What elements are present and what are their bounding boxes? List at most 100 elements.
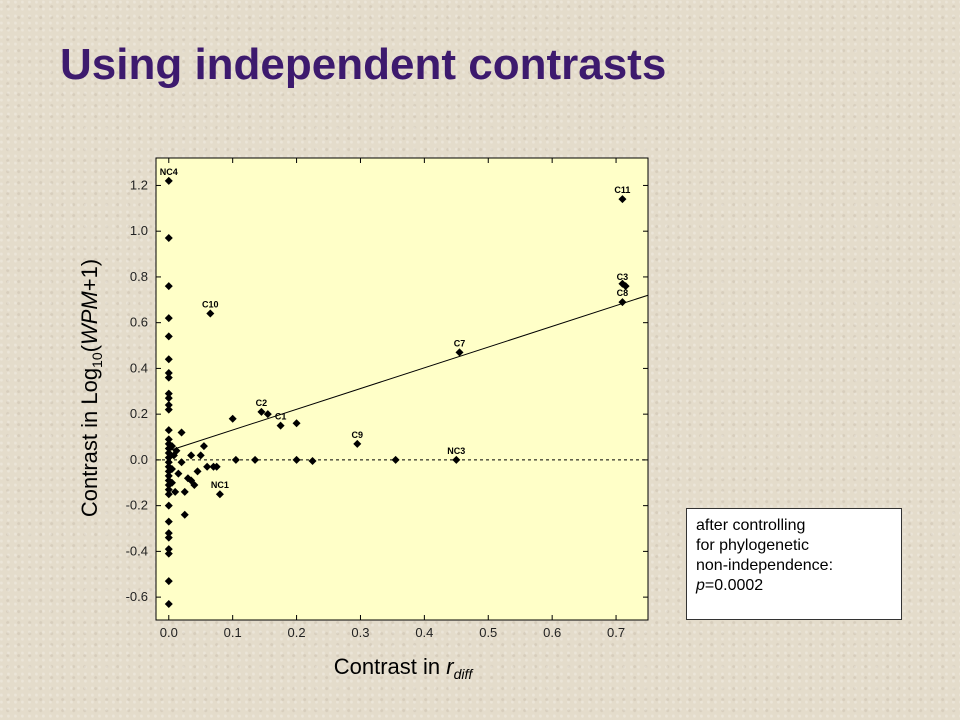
data-point (164, 529, 173, 538)
plot-area (156, 158, 648, 620)
data-point (164, 234, 173, 243)
y-tick-label: -0.4 (126, 543, 148, 558)
y-tick-label: -0.6 (126, 589, 148, 604)
y-axis-title-var: WPM (77, 291, 102, 345)
data-point (164, 577, 173, 586)
data-point (164, 458, 173, 467)
y-tick-label: 0.6 (130, 315, 148, 330)
data-point (164, 501, 173, 510)
data-point (164, 282, 173, 291)
data-point (196, 451, 205, 460)
data-point (177, 458, 186, 467)
x-tick-label: 0.4 (415, 625, 433, 640)
x-tick-label: 0.2 (288, 625, 306, 640)
data-points (164, 176, 630, 608)
data-point (452, 455, 461, 464)
x-axis-title: Contrast in rdiff (334, 654, 475, 682)
y-tick-label: 0.4 (130, 360, 148, 375)
x-axis-ticks: 0.0 0.1 0.2 0.3 0.4 0.5 0.6 0.7 (160, 158, 625, 640)
x-tick-label: 0.7 (607, 625, 625, 640)
point-label-c2: C2 (256, 398, 268, 408)
data-point (621, 282, 630, 291)
data-point (174, 469, 183, 478)
data-point (164, 471, 173, 480)
data-point (212, 462, 221, 471)
x-axis-title-prefix: Contrast in (334, 654, 447, 679)
data-point (167, 465, 176, 474)
point-label-c3: C3 (617, 272, 629, 282)
y-tick-label: 1.2 (130, 177, 148, 192)
data-point (231, 455, 240, 464)
data-point (455, 348, 464, 357)
x-tick-label: 0.5 (479, 625, 497, 640)
data-point (164, 549, 173, 558)
y-tick-label: 0.8 (130, 269, 148, 284)
data-point (164, 490, 173, 499)
data-point (164, 368, 173, 377)
data-point (167, 478, 176, 487)
y-tick-label: 0.0 (130, 452, 148, 467)
data-point (164, 332, 173, 341)
data-point (164, 389, 173, 398)
data-point (187, 451, 196, 460)
data-point (203, 462, 212, 471)
y-axis-title-suffix: +1) (77, 259, 102, 291)
data-point (193, 467, 202, 476)
x-tick-label: 0.1 (224, 625, 242, 640)
point-label-c1: C1 (275, 412, 287, 422)
y-tick-label: 1.0 (130, 223, 148, 238)
p-symbol: p (696, 577, 705, 594)
data-point (164, 176, 173, 185)
y-tick-label: -0.2 (126, 498, 148, 513)
data-point (164, 314, 173, 323)
data-point (164, 435, 173, 444)
data-point (308, 457, 317, 466)
point-label-c10: C10 (202, 300, 219, 310)
data-point (180, 510, 189, 519)
data-point (206, 309, 215, 318)
data-point (215, 490, 224, 499)
data-point (164, 599, 173, 608)
data-point (257, 407, 266, 416)
data-point (618, 195, 627, 204)
data-point (164, 405, 173, 414)
point-label-nc1: NC1 (211, 480, 229, 490)
slide-title: Using independent contrasts (60, 40, 667, 89)
point-label-c7: C7 (454, 338, 466, 348)
y-axis-title-prefix: Contrast in Log (77, 368, 102, 517)
data-point (251, 455, 260, 464)
data-point (164, 373, 173, 382)
annotation-line-2: for phylogenetic (696, 537, 809, 554)
data-point (276, 421, 285, 430)
data-point (164, 545, 173, 554)
point-label-c11: C11 (614, 185, 630, 195)
p-value: =0.0002 (704, 577, 764, 594)
plot-frame (155, 157, 649, 621)
annotation-p-value-line: p=0.0002 (696, 576, 892, 596)
data-point (172, 446, 181, 455)
y-axis-title-sub: 10 (89, 352, 105, 368)
point-labels: NC4 C11 C3 C8 C10 C7 C2 C1 C9 NC3 NC1 (160, 167, 631, 490)
data-point (164, 394, 173, 403)
x-axis-title-var: r (446, 654, 455, 679)
data-point (292, 455, 301, 464)
data-point (353, 439, 362, 448)
point-label-c9: C9 (352, 430, 364, 440)
data-point (164, 355, 173, 364)
point-label-c8: C8 (617, 288, 629, 298)
x-axis-title-sub: diff (454, 666, 475, 682)
data-point (618, 298, 627, 307)
data-point (391, 455, 400, 464)
annotation-line-3: non-independence: (696, 557, 834, 574)
y-tick-label: 0.2 (130, 406, 148, 421)
data-point (164, 401, 173, 410)
y-axis-title: Contrast in Log10(WPM+1) (77, 259, 105, 517)
x-tick-label: 0.3 (351, 625, 369, 640)
regression-line (168, 294, 649, 452)
data-point (164, 426, 173, 435)
data-point (177, 428, 186, 437)
annotation-box: after controlling for phylogenetic non-i… (686, 508, 902, 620)
x-tick-label: 0.6 (543, 625, 561, 640)
x-tick-label: 0.0 (160, 625, 178, 640)
